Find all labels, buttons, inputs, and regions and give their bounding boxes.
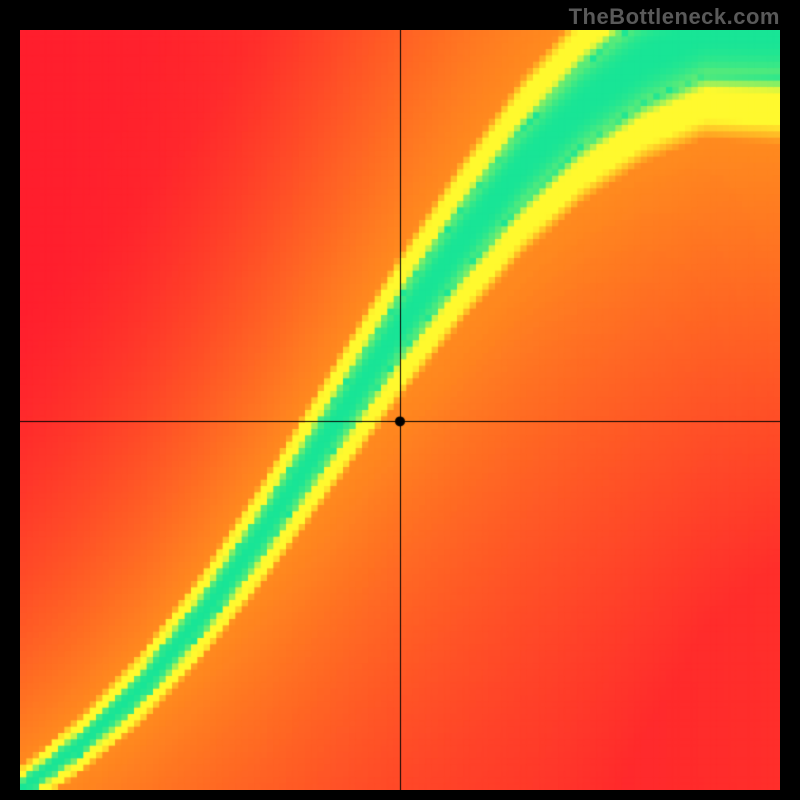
watermark-text: TheBottleneck.com xyxy=(569,4,780,30)
chart-frame: TheBottleneck.com xyxy=(0,0,800,800)
overlay-canvas xyxy=(20,30,780,790)
